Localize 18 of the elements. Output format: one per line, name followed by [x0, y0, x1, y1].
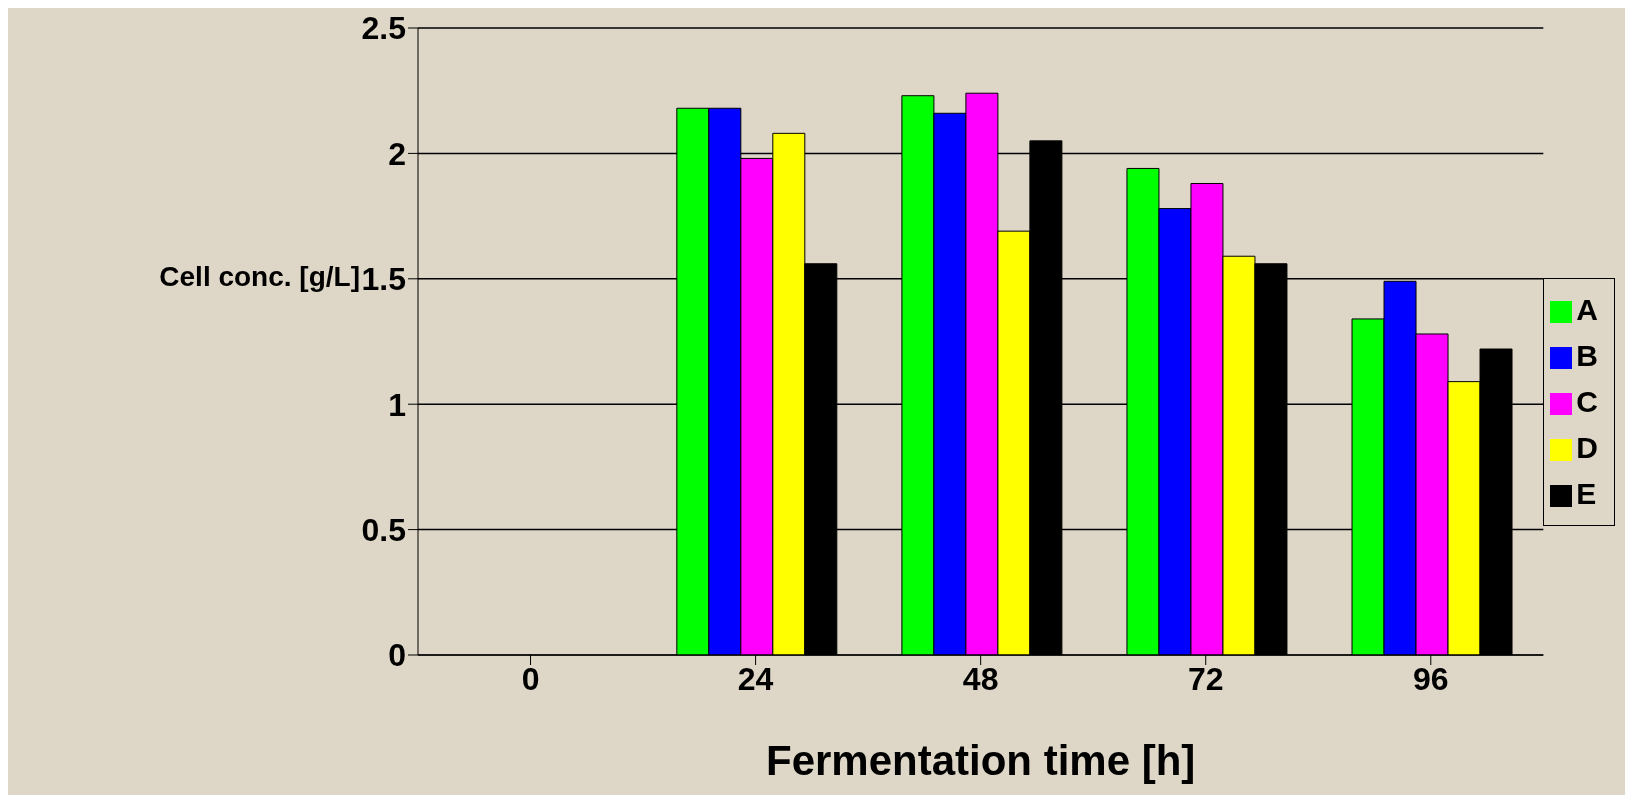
y-tick-label: 2.5 — [361, 10, 406, 47]
x-tick-label: 72 — [1187, 660, 1224, 697]
x-tick-label: 0 — [521, 660, 540, 697]
y-tick-label: 0 — [388, 637, 406, 674]
x-tick-label: 96 — [1413, 660, 1449, 697]
legend-label: B — [1576, 338, 1598, 372]
y-tick-label: 1.5 — [361, 261, 406, 298]
x-tick-label: 48 — [962, 660, 999, 697]
y-axis-title: Cell conc. [g/L] — [159, 261, 360, 293]
legend-label: C — [1576, 384, 1598, 418]
legend-label: D — [1576, 430, 1598, 464]
legend-label: A — [1576, 292, 1598, 326]
x-tick-label: 24 — [737, 660, 774, 697]
legend-label: E — [1576, 476, 1597, 510]
y-tick-label: 0.5 — [361, 511, 406, 548]
x-axis-title: Fermentation time [h] — [765, 737, 1196, 784]
y-tick-label: 2 — [388, 135, 406, 172]
y-tick-label: 1 — [388, 386, 406, 423]
